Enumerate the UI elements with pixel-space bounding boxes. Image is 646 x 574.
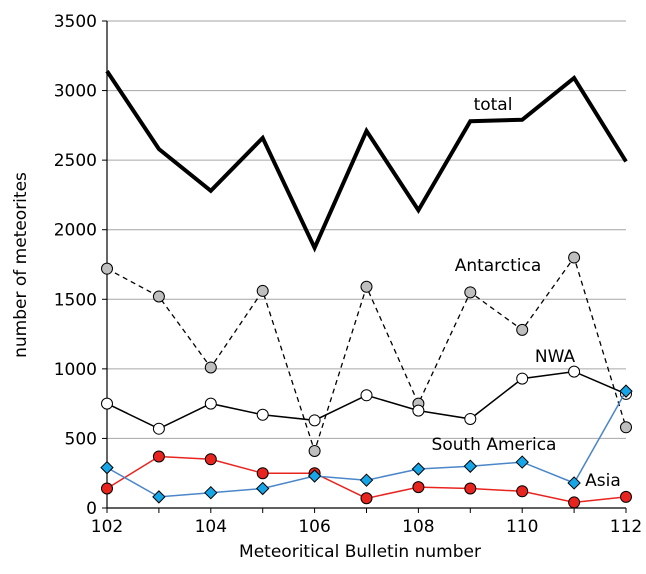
data-point bbox=[360, 389, 373, 402]
data-point bbox=[464, 286, 477, 299]
y-tick-label: 1000 bbox=[54, 360, 97, 380]
x-tick-labels: 102 104 106 108 110 112 bbox=[91, 517, 642, 537]
data-point bbox=[463, 459, 478, 473]
data-point bbox=[360, 280, 373, 293]
x-tick-label: 112 bbox=[610, 517, 642, 537]
data-point bbox=[256, 408, 269, 421]
data-point bbox=[255, 481, 270, 496]
data-point bbox=[204, 397, 217, 410]
data-point bbox=[204, 361, 217, 374]
data-point bbox=[100, 460, 114, 475]
y-tick-label: 2000 bbox=[54, 221, 97, 241]
y-tick-label: 3500 bbox=[54, 12, 97, 32]
x-tick-label: 106 bbox=[298, 517, 330, 537]
data-point bbox=[360, 492, 373, 505]
y-axis-title: number of meteorites bbox=[11, 172, 31, 358]
data-point bbox=[308, 414, 321, 427]
data-point bbox=[568, 496, 581, 509]
data-point bbox=[620, 421, 632, 434]
data-point bbox=[412, 404, 425, 417]
series-group bbox=[100, 69, 633, 509]
data-point bbox=[620, 490, 632, 503]
y-tick-label: 500 bbox=[65, 429, 97, 449]
y-tick-labels: 0 500 1000 1500 2000 2500 3000 3500 bbox=[54, 12, 97, 519]
data-point bbox=[515, 455, 529, 469]
y-tick-label: 1500 bbox=[54, 290, 97, 310]
data-point bbox=[256, 467, 269, 480]
data-point bbox=[308, 444, 321, 457]
data-point bbox=[516, 323, 529, 336]
data-point bbox=[204, 453, 217, 466]
data-point bbox=[411, 462, 426, 476]
grid-lines bbox=[107, 20, 626, 439]
data-point bbox=[256, 284, 269, 297]
data-point bbox=[101, 262, 113, 275]
series-label: total bbox=[474, 95, 513, 115]
data-point bbox=[152, 290, 165, 303]
data-point bbox=[307, 469, 322, 483]
data-point bbox=[464, 412, 477, 425]
data-point bbox=[101, 397, 113, 410]
y-tick-label: 0 bbox=[86, 499, 97, 519]
series-label: NWA bbox=[535, 347, 576, 367]
axes bbox=[102, 20, 627, 513]
y-tick-label: 3000 bbox=[54, 82, 97, 102]
data-point bbox=[204, 485, 218, 500]
series-line bbox=[105, 69, 628, 253]
x-tick-label: 102 bbox=[91, 517, 123, 537]
x-axis-title: Meteoritical Bulletin number bbox=[239, 542, 481, 562]
data-point bbox=[152, 422, 165, 435]
data-point bbox=[152, 450, 165, 463]
data-point bbox=[359, 473, 374, 487]
data-point bbox=[619, 384, 633, 398]
data-point bbox=[152, 490, 166, 504]
data-point bbox=[464, 482, 477, 495]
data-point bbox=[568, 251, 581, 264]
data-point bbox=[567, 476, 581, 490]
data-point bbox=[516, 485, 529, 498]
x-tick-label: 110 bbox=[506, 517, 538, 537]
series-labels: total Antarctica NWA South America Asia bbox=[432, 95, 621, 491]
series-label: Asia bbox=[585, 471, 621, 491]
x-tick-label: 104 bbox=[195, 517, 227, 537]
data-point bbox=[516, 372, 529, 385]
series-label: South America bbox=[432, 435, 557, 455]
series-label: Antarctica bbox=[455, 256, 542, 276]
y-tick-label: 2500 bbox=[54, 151, 97, 171]
data-point bbox=[101, 482, 113, 495]
data-point bbox=[568, 365, 581, 378]
x-tick-label: 108 bbox=[402, 517, 434, 537]
data-point bbox=[412, 481, 425, 494]
